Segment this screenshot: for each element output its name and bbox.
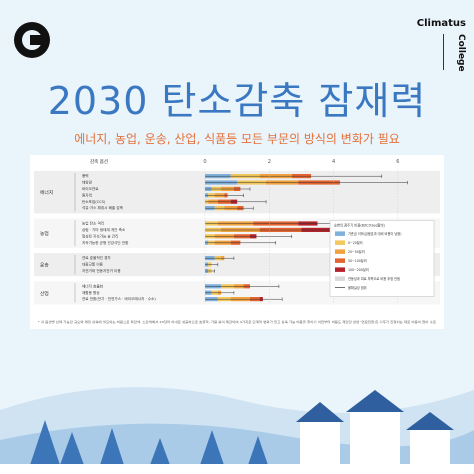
option-label: 대중교통 이용	[82, 262, 104, 267]
legend-label: 50~100달러	[348, 258, 367, 263]
tree-icon	[150, 438, 170, 465]
sector-label: 에너지	[40, 189, 53, 196]
option-label: 자전거와 전동자전거 이용	[82, 268, 121, 273]
option-label: 재활용 향상	[82, 290, 100, 295]
tree-icon	[200, 430, 224, 465]
option-label: 탄소포집(CCS)	[82, 199, 106, 204]
column-header: 감축 옵션	[90, 158, 108, 165]
legend-swatch	[335, 240, 345, 245]
tree-icon	[60, 432, 84, 465]
building-icon	[300, 420, 340, 465]
brand-name: Climatus	[416, 18, 466, 29]
legend-label: 불확실성 범위	[348, 285, 367, 290]
legend-label: 연동성과 피로 부족으로 비용 추정 안됨	[348, 276, 400, 281]
legend-label: 0~20달러	[348, 240, 363, 245]
x-tick-label: 2	[268, 159, 271, 165]
option-label: 바이오연료	[82, 186, 99, 191]
sector-label: 농업	[40, 230, 49, 237]
legend-box	[329, 220, 435, 297]
legend-swatch	[335, 267, 345, 272]
sector-label: 운송	[40, 262, 49, 269]
page-subtitle: 에너지, 농업, 운송, 산업, 식품등 모든 부문의 방식의 변화가 필요	[74, 132, 400, 146]
roof-icon	[346, 390, 404, 412]
city-scene	[0, 387, 474, 474]
brand-divider	[443, 34, 444, 70]
building-icon	[350, 410, 400, 465]
page-title: 2030 탄소감축 잠재력	[47, 79, 427, 123]
legend-swatch	[335, 276, 345, 281]
legend-label: 기준금 이하(금융효과 대비 비용이 낮음)	[348, 231, 401, 236]
footnote: * 각 옵션별 선택 가능한 규모와 해당 감축에 필요되는 비용으로 파란색,…	[38, 319, 436, 324]
option-label: 원자력	[82, 192, 92, 197]
option-label: 연료 전환(전기 · 천연가스 · 바이오에너지 · 수소)	[82, 296, 156, 301]
x-tick-label: 0	[203, 159, 206, 165]
brand-college: College	[456, 34, 466, 72]
tree-icon	[248, 436, 268, 465]
option-label: 지속가능한 균형 건강식단 전환	[82, 240, 129, 245]
legend-label: 100~200달러	[348, 267, 369, 272]
roof-icon	[406, 412, 454, 430]
roof-icon	[296, 402, 344, 422]
logo-notch	[30, 35, 42, 45]
x-tick-label: 4	[332, 159, 335, 165]
trees	[30, 420, 268, 465]
x-tick-label: 6	[396, 159, 399, 165]
sector-label: 산업	[40, 290, 49, 297]
legend-title: 순변의 잠주기 비용(B/tCO2eq할비)	[334, 222, 385, 227]
tree-icon	[30, 420, 60, 465]
chart-canvas: 감축 옵션 0 2 4 6 에너지 풍력태양광바이오연료원자력탄소포집(CCS)석유·가스 …	[34, 158, 440, 324]
option-label: 석유·가스 채취시 배출 감축	[82, 205, 124, 210]
option-label: 에너지 효율화	[82, 283, 104, 288]
ground	[0, 464, 474, 474]
legend-label: 20~50달러	[348, 249, 365, 254]
option-label: 농업 탄소 격리	[82, 221, 104, 226]
option-label: 풍력	[82, 173, 89, 178]
tree-icon	[100, 428, 124, 465]
option-label: 삼림 · 기타 생태계 개간 축소	[82, 227, 126, 232]
legend-swatch	[335, 249, 345, 254]
legend-swatch	[335, 231, 345, 236]
legend-swatch	[335, 258, 345, 263]
option-label: 연료 효율적인 경차	[82, 255, 111, 260]
houses	[296, 390, 454, 465]
option-label: 태양광	[82, 180, 93, 185]
building-icon	[410, 428, 450, 465]
option-label: 형성된 지속가능 숲 관리	[82, 233, 119, 238]
brand-block: Climatus College	[386, 14, 466, 74]
